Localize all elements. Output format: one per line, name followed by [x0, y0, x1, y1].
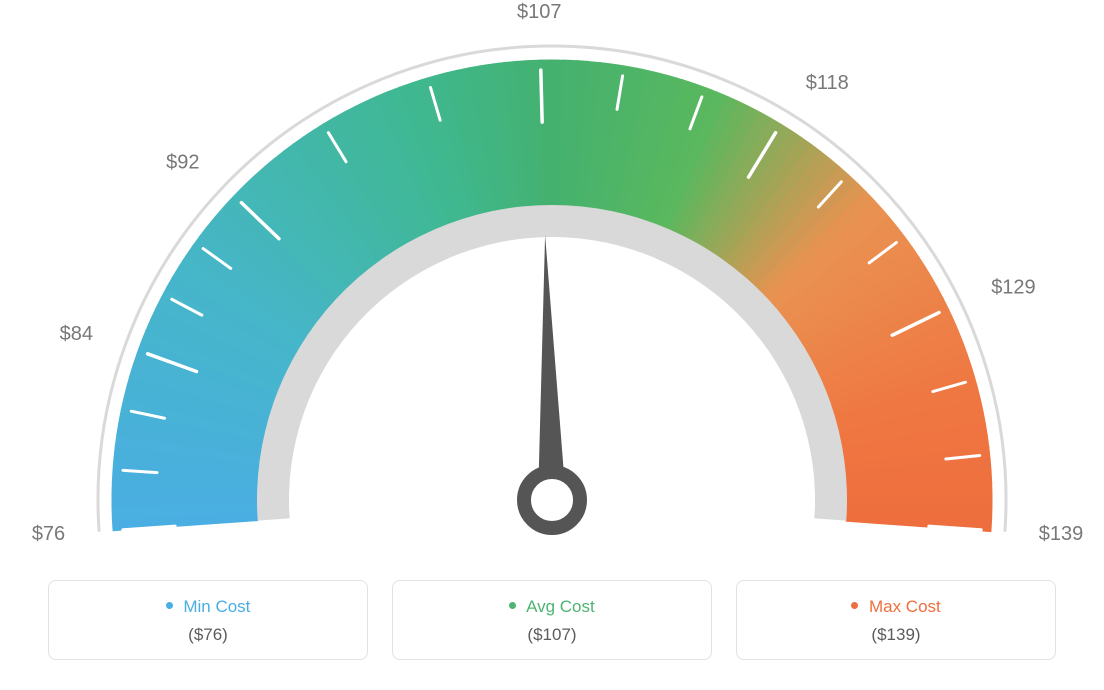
legend-dot-max — [851, 602, 858, 609]
legend-value-avg: ($107) — [403, 625, 701, 645]
cost-gauge-container: $76 $84 $92 $107 $118 $129 $139 Min Cost ($76)… — [0, 0, 1104, 690]
legend-title-max: Max Cost — [747, 597, 1045, 617]
svg-text:$92: $92 — [166, 152, 199, 174]
legend-title-min: Min Cost — [59, 597, 357, 617]
svg-text:$76: $76 — [32, 523, 65, 545]
legend-dot-min — [166, 602, 173, 609]
legend-label-max: Max Cost — [869, 597, 941, 616]
legend-label-min: Min Cost — [183, 597, 250, 616]
gauge-svg: $76 $84 $92 $107 $118 $129 $139 — [0, 0, 1104, 560]
svg-text:$139: $139 — [1039, 523, 1084, 545]
legend-row: Min Cost ($76) Avg Cost ($107) Max Cost … — [0, 580, 1104, 660]
legend-title-avg: Avg Cost — [403, 597, 701, 617]
svg-text:$129: $129 — [991, 276, 1035, 298]
legend-card-avg: Avg Cost ($107) — [392, 580, 712, 660]
gauge-chart: $76 $84 $92 $107 $118 $129 $139 — [0, 0, 1104, 560]
legend-label-avg: Avg Cost — [526, 597, 595, 616]
svg-text:$118: $118 — [806, 72, 849, 94]
svg-text:$107: $107 — [517, 1, 562, 23]
svg-text:$84: $84 — [60, 323, 93, 345]
legend-card-min: Min Cost ($76) — [48, 580, 368, 660]
legend-dot-avg — [509, 602, 516, 609]
legend-card-max: Max Cost ($139) — [736, 580, 1056, 660]
legend-value-max: ($139) — [747, 625, 1045, 645]
legend-value-min: ($76) — [59, 625, 357, 645]
